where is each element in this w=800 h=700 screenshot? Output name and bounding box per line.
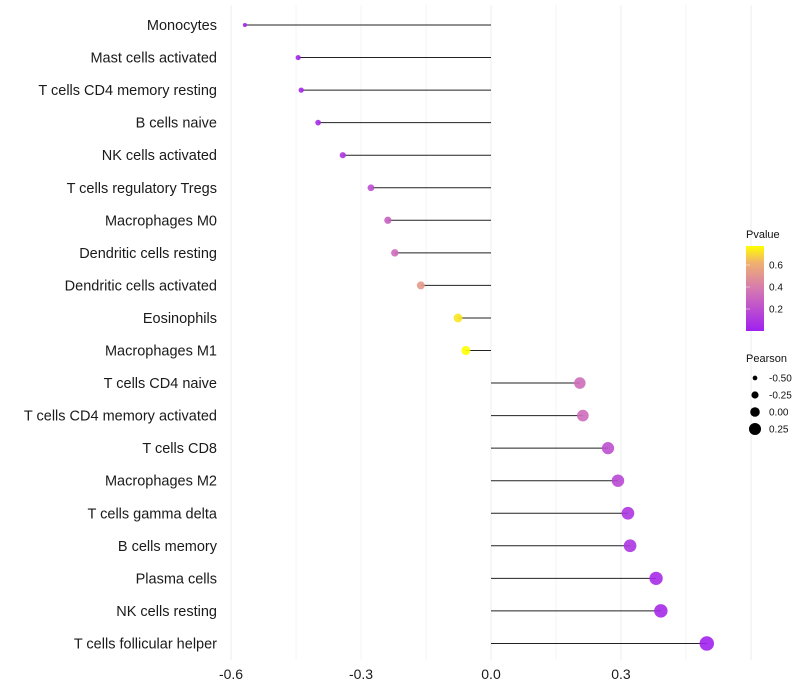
colorbar-tick-label: 0.2 [769,305,783,316]
lollipop-point [315,119,321,126]
y-tick-label: Macrophages M1 [105,344,217,360]
y-axis-labels: Monocytes Mast cells activated T cells CD4… [24,18,218,652]
x-tick-label: -0.3 [349,666,373,682]
y-tick-label: Dendritic cells resting [79,246,217,262]
lollipop-point [601,442,615,455]
lollipop-point [654,604,668,618]
x-tick-label: 0.0 [481,666,501,682]
lollipop-point [367,184,375,192]
pearson-legend-title: Pearson [746,353,787,365]
size-legend-label: -0.50 [769,374,792,385]
x-tick-label: -0.6 [219,666,243,682]
lollipop-point [384,216,392,224]
pvalue-legend: Pvalue 0.2 0.4 0.6 [746,229,783,331]
y-tick-label: Macrophages M0 [105,213,217,229]
lollipop-point [577,409,589,422]
y-tick-label: T cells follicular helper [74,636,217,652]
lollipop-point [298,87,304,93]
lollipop-point [611,474,625,487]
lollipop-point [461,345,471,356]
pearson-legend: Pearson -0.50 -0.25 0.00 0.25 [746,353,792,436]
y-tick-label: T cells CD4 memory resting [38,83,217,99]
y-tick-label: T cells CD8 [142,441,217,457]
colorbar-tick-label: 0.4 [769,283,783,294]
lollipop-point [649,571,663,586]
grid [230,5,752,660]
lollipop-point [416,281,425,290]
x-axis-labels: -0.6 -0.3 0.0 0.3 [219,666,631,682]
size-legend-label: -0.25 [769,391,792,402]
y-tick-label: T cells CD4 memory activated [24,409,217,425]
y-tick-label: T cells gamma delta [88,506,218,522]
y-tick-label: B cells naive [136,116,217,132]
lollipop-point [574,377,586,389]
lollipop-point [339,152,346,159]
size-legend-key [748,422,762,436]
lollipop-point [621,506,635,520]
size-legend-label: 0.00 [769,408,789,419]
pvalue-colorbar [746,246,764,331]
y-tick-label: NK cells activated [102,148,217,164]
y-tick-label: Macrophages M2 [105,474,217,490]
size-legend-key [750,407,760,417]
lollipops [242,22,715,651]
y-tick-label: Eosinophils [143,311,217,327]
lollipop-point [242,22,247,28]
x-tick-label: 0.3 [611,666,631,682]
size-legend-key [751,391,759,399]
lollipop-point [699,636,715,651]
lollipop-point [391,249,399,257]
lollipop-point [295,54,301,61]
colorbar-tick-label: 0.6 [769,261,783,272]
size-legend-label: 0.25 [769,425,789,436]
size-legend-key [752,375,758,381]
y-tick-label: Mast cells activated [90,51,217,67]
lollipop-point [623,539,637,553]
lollipop-point [453,313,463,323]
y-tick-label: T cells CD4 naive [104,376,217,392]
y-tick-label: Plasma cells [136,571,217,587]
pvalue-legend-title: Pvalue [746,229,780,241]
y-tick-label: NK cells resting [116,604,217,620]
y-tick-label: Dendritic cells activated [65,278,217,294]
y-tick-label: T cells regulatory Tregs [67,181,217,197]
y-tick-label: Monocytes [147,18,217,34]
y-tick-label: B cells memory [118,539,218,555]
